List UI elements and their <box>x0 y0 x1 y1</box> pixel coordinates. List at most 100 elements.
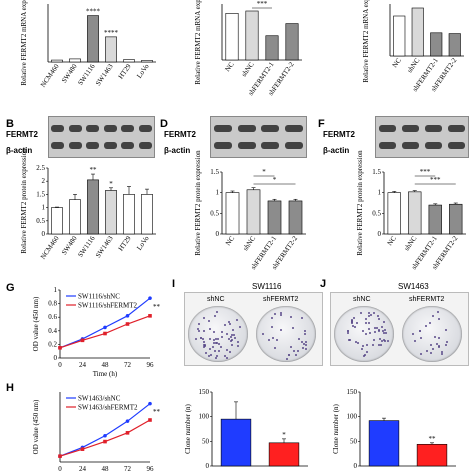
y-tick-label-D: 0 <box>216 230 220 238</box>
x-axis-label-G: Time (h) <box>93 370 118 378</box>
y-axis-label-D: Relative FERMT2 protein expression <box>194 150 202 256</box>
x-tick-label-A-0: NCM460 <box>39 62 61 89</box>
blot-b-actin-label: β-actin <box>6 146 33 155</box>
bar-J-1 <box>416 443 448 467</box>
colony-dot <box>374 326 377 329</box>
y-tick-label-B: 1.5 <box>36 190 45 198</box>
colony-dot <box>223 324 226 327</box>
blot-b-band <box>86 141 100 149</box>
y-tick-label-F: 0 <box>378 230 382 238</box>
colony-dot <box>350 319 353 322</box>
sig-label-B-1: * <box>109 180 113 188</box>
colony-dot <box>367 311 370 314</box>
y-tick-label-I: 150 <box>199 388 210 396</box>
colony-dot <box>216 355 219 358</box>
y-tick-label-J: 0 <box>354 462 358 470</box>
colony-j-shnc-label: shNC <box>353 296 371 303</box>
colony-dot <box>197 322 200 325</box>
y-axis-label-A: Relative FERMT2 mRNA expression <box>20 0 28 86</box>
colony-dot <box>375 326 378 329</box>
colony-dot <box>438 337 441 340</box>
bar-C-1 <box>245 10 259 61</box>
x-tick-label-H: 0 <box>58 465 62 473</box>
x-tick-label-H: 24 <box>79 465 87 473</box>
colony-dot <box>212 342 215 345</box>
y-tick-label-G: 1 <box>54 286 58 294</box>
panel-letter-d: D <box>160 118 168 130</box>
point-G-1 <box>58 346 62 350</box>
colony-dot <box>271 337 274 340</box>
sig-label-H: ** <box>153 408 161 416</box>
y-axis-label-B: Relative FERMT2 protein expression <box>20 148 28 254</box>
bar-B-5 <box>141 194 153 235</box>
colony-dot <box>227 320 230 323</box>
point-H-0 <box>125 419 130 423</box>
y-tick-label-D: 1 <box>216 189 220 197</box>
point-H-0 <box>148 401 152 406</box>
point-G-1 <box>148 314 152 318</box>
colony-dot <box>373 331 376 334</box>
colony-dot <box>304 344 307 347</box>
y-tick-label-I: 0 <box>206 462 210 470</box>
y-tick-label-J: 50 <box>350 437 358 445</box>
colony-dot <box>301 340 304 343</box>
colony-dot <box>352 324 355 327</box>
bar-B-0 <box>51 207 63 235</box>
sig-label-A-1: **** <box>104 29 119 37</box>
y-tick-label-G: 0 <box>54 354 58 362</box>
bar-B-3 <box>105 190 117 235</box>
y-tick-label-B: 0 <box>42 230 46 238</box>
series-line-H-0 <box>59 403 151 457</box>
colony-dot <box>378 338 381 341</box>
colony-dot <box>435 342 438 345</box>
colony-dot <box>236 340 239 343</box>
colony-j-shfermt2-label: shFERMT2 <box>409 296 445 303</box>
colony-dot <box>203 330 206 333</box>
colony-dot <box>210 353 213 356</box>
colony-dot <box>202 316 205 319</box>
colony-dot <box>212 346 215 349</box>
colony-dot <box>425 349 428 352</box>
colony-dot <box>364 353 367 356</box>
bar-A-2 <box>87 15 99 63</box>
bar-B-4 <box>123 194 135 235</box>
bar-E-3 <box>448 33 461 57</box>
colony-j-title: SW1463 <box>398 282 429 291</box>
x-tick-label-F-1: shNC <box>403 234 419 252</box>
colony-dot <box>301 346 304 349</box>
blot-f-band <box>424 125 443 133</box>
colony-dot <box>232 333 235 336</box>
colony-dot <box>286 357 289 360</box>
colony-dot <box>384 328 387 331</box>
colony-dot <box>213 314 216 317</box>
bar-F-2 <box>428 204 442 235</box>
colony-dot <box>354 341 357 344</box>
colony-dot <box>359 311 362 314</box>
colony-dot <box>231 343 234 346</box>
y-axis-label-F: Relative FERMT2 protein expression <box>356 150 364 256</box>
bar-A-0 <box>51 59 63 63</box>
x-tick-label-C-1: shNC <box>240 60 256 78</box>
legend-label-G-1: SW1116/shFERMT2 <box>78 302 137 310</box>
colony-dot <box>369 313 372 316</box>
x-tick-label-G: 72 <box>124 361 132 369</box>
sig-label-I-0: * <box>282 431 286 439</box>
bar-F-1 <box>408 191 422 235</box>
colony-dot <box>214 338 217 341</box>
colony-dot <box>365 321 368 324</box>
colony-dot <box>382 329 385 332</box>
colony-dot <box>221 331 224 334</box>
colony-dot <box>429 344 432 347</box>
colony-dot <box>383 339 386 342</box>
colony-dot <box>236 344 239 347</box>
colony-dot <box>378 344 381 347</box>
sig-label-F-1: *** <box>430 176 441 184</box>
colony-dot <box>202 337 205 340</box>
y-axis-label-J: Clone number (n) <box>332 403 340 453</box>
y-tick-label-B: 1 <box>42 204 46 212</box>
colony-dot <box>271 326 274 329</box>
y-axis-label-G: OD value (450 nm) <box>32 296 40 351</box>
bar-F-3 <box>449 203 463 235</box>
colony-dot <box>220 345 223 348</box>
colony-dot <box>217 349 220 352</box>
